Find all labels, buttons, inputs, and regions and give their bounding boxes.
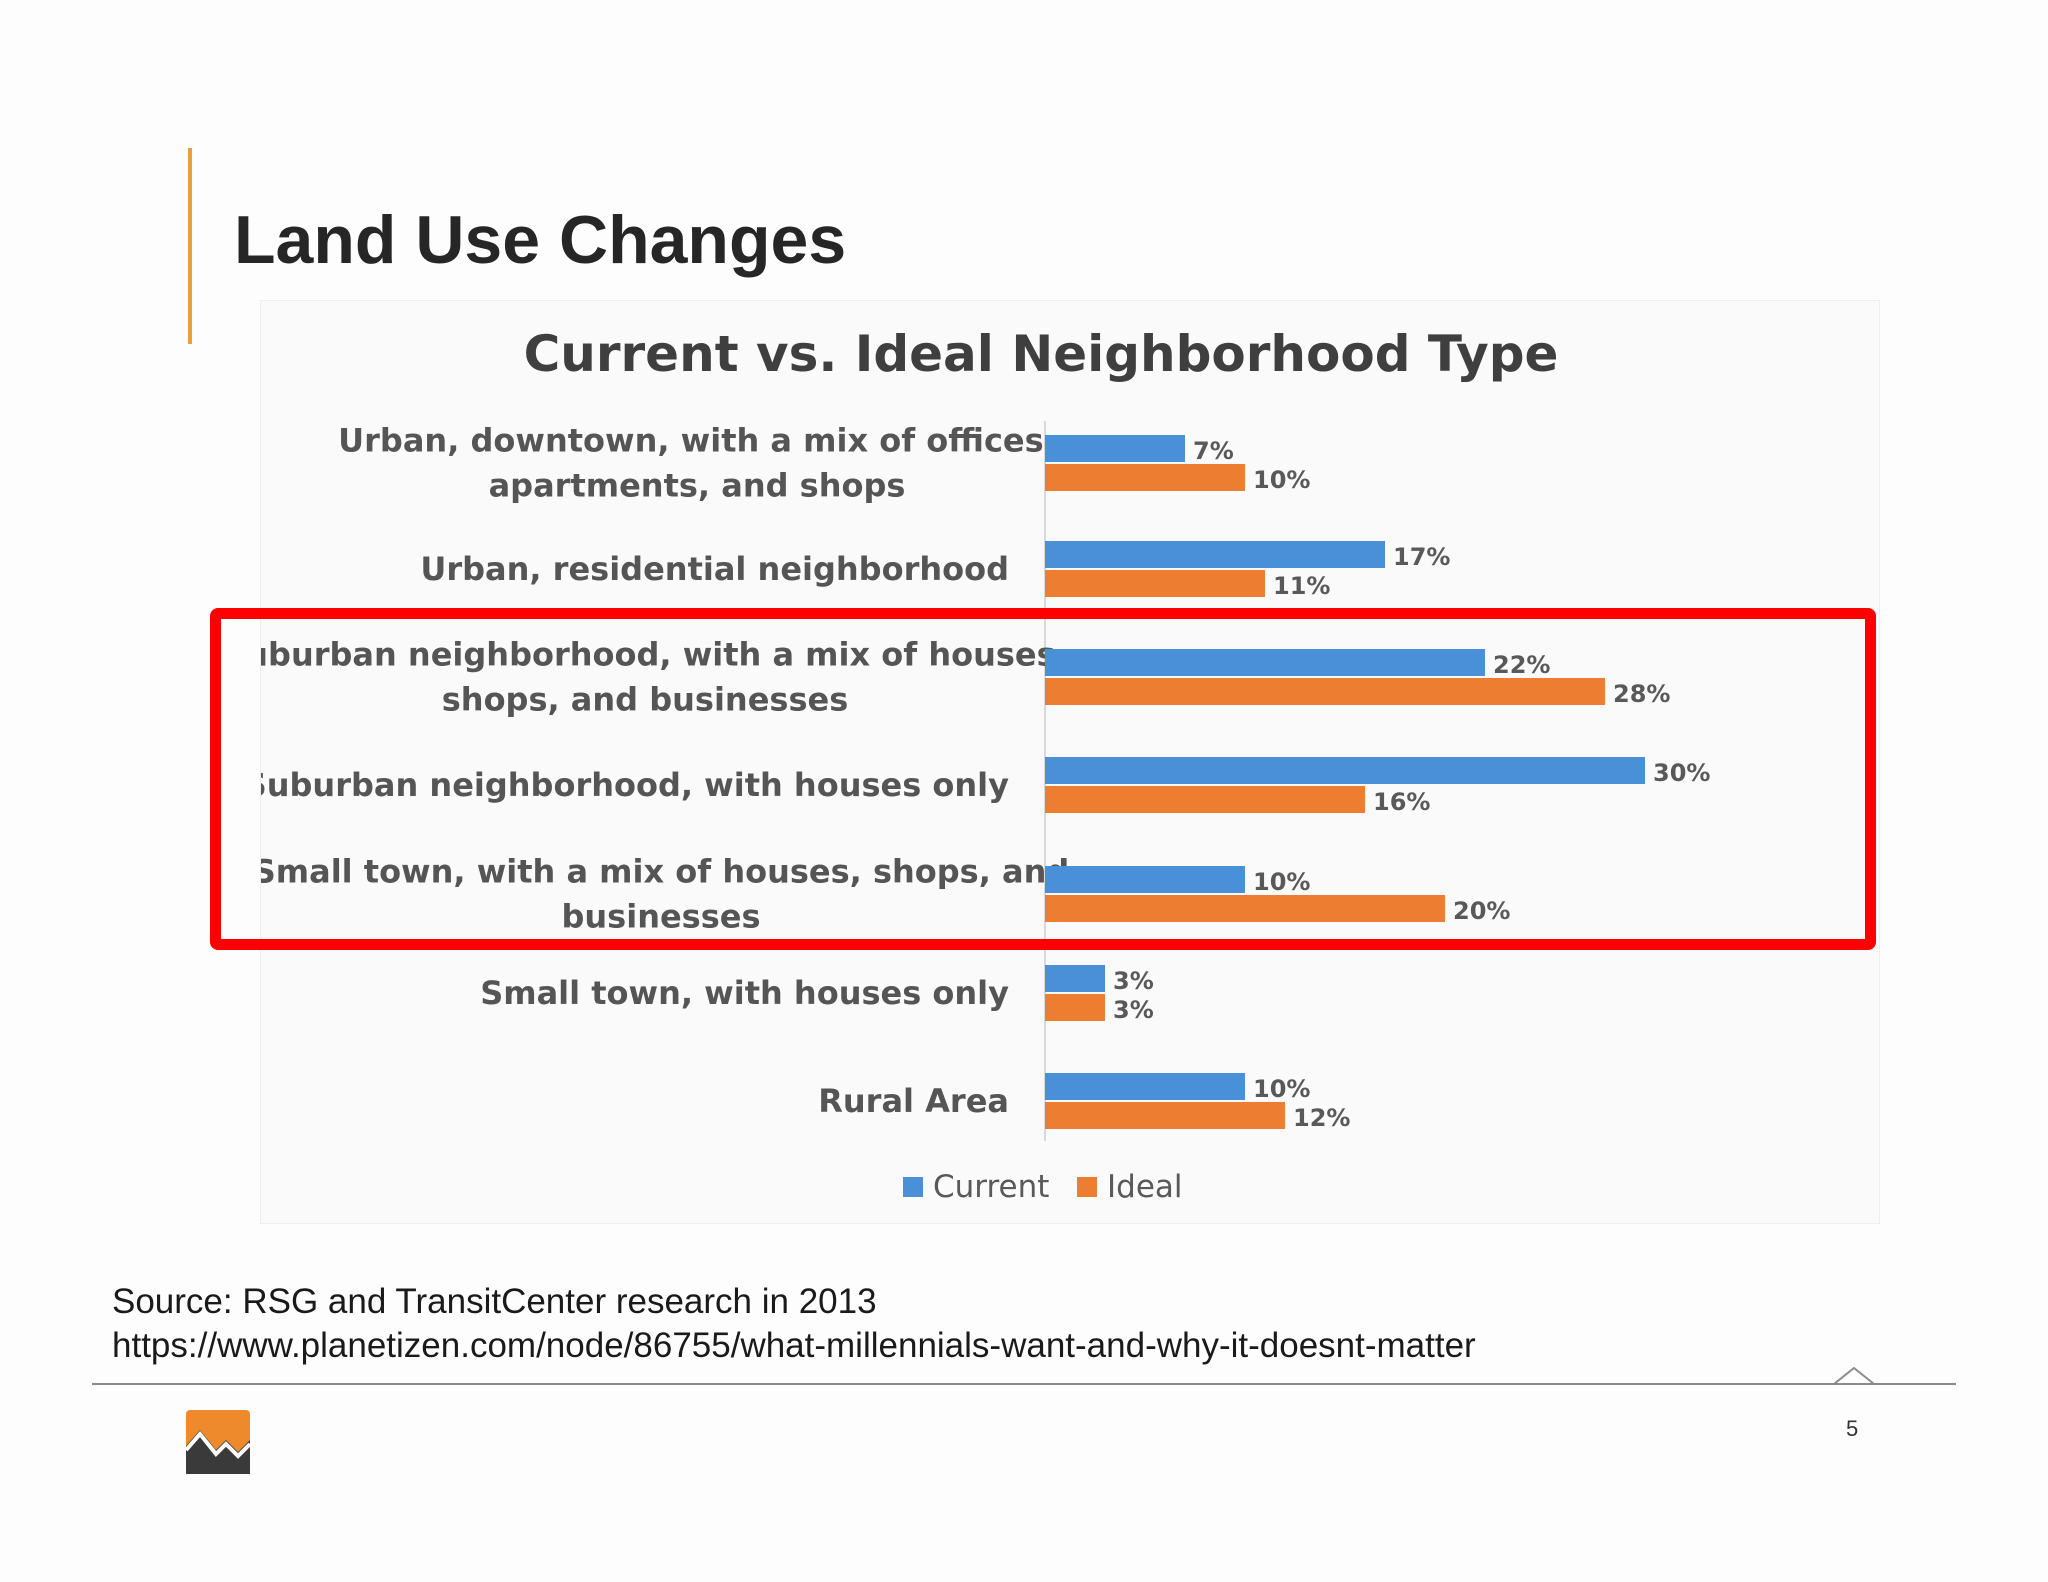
title-accent-bar [188, 148, 192, 344]
bar-current [1045, 866, 1245, 893]
source-citation: Source: RSG and TransitCenter research i… [112, 1282, 877, 1321]
category-label: businesses [561, 898, 760, 936]
category-label: Rural Area [818, 1082, 1009, 1120]
category-label: shops, and businesses [442, 681, 849, 719]
bar-ideal [1045, 570, 1265, 597]
chart: Current vs. Ideal Neighborhood Type Urban… [261, 325, 1710, 1205]
bar-ideal [1045, 895, 1445, 922]
category-label: Urban, downtown, with a mix of offices, [338, 422, 1056, 460]
legend-label: Ideal [1107, 1169, 1183, 1205]
bar-ideal [1045, 786, 1365, 813]
data-label: 10% [1253, 466, 1310, 494]
category-label: Small town, with houses only [480, 974, 1009, 1012]
data-label: 3% [1113, 996, 1154, 1024]
bar-current [1045, 757, 1645, 784]
category-label: Small town, with a mix of houses, shops,… [261, 853, 1069, 891]
divider-notch-icon [1834, 1366, 1874, 1385]
bar-current [1045, 435, 1185, 462]
category-label: apartments, and shops [489, 467, 906, 505]
chart-title: Current vs. Ideal Neighborhood Type [524, 325, 1559, 383]
bar-current [1045, 541, 1385, 568]
slide-title: Land Use Changes [234, 202, 847, 278]
category-label: Suburban neighborhood, with a mix of hou… [261, 636, 1068, 674]
source-url: https://www.planetizen.com/node/86755/wh… [112, 1326, 1476, 1365]
mountain-logo-icon [186, 1410, 250, 1474]
data-label: 10% [1253, 868, 1310, 896]
bar-ideal [1045, 994, 1105, 1021]
data-label: 12% [1293, 1104, 1350, 1132]
data-label: 17% [1393, 543, 1450, 571]
bar-current [1045, 649, 1485, 676]
data-label: 22% [1493, 651, 1550, 679]
footer-divider [92, 1383, 1956, 1385]
data-label: 7% [1193, 437, 1234, 465]
data-label: 3% [1113, 967, 1154, 995]
legend-swatch-ideal [1077, 1177, 1097, 1197]
data-label: 30% [1653, 759, 1710, 787]
page-number: 5 [1846, 1416, 1859, 1441]
bar-ideal [1045, 678, 1605, 705]
bar-ideal [1045, 464, 1245, 491]
legend-swatch-current [903, 1177, 923, 1197]
data-label: 28% [1613, 680, 1670, 708]
chart-panel: Current vs. Ideal Neighborhood Type Urban… [260, 300, 1880, 1224]
data-label: 11% [1273, 572, 1330, 600]
bar-ideal [1045, 1102, 1285, 1129]
highlight-box [210, 608, 1876, 950]
data-label: 20% [1453, 897, 1510, 925]
data-label: 16% [1373, 788, 1430, 816]
data-label: 10% [1253, 1075, 1310, 1103]
bar-current [1045, 965, 1105, 992]
bar-current [1045, 1073, 1245, 1100]
legend-label: Current [933, 1169, 1049, 1205]
category-label: Urban, residential neighborhood [420, 550, 1009, 588]
category-label: Suburban neighborhood, with houses only [261, 766, 1009, 804]
